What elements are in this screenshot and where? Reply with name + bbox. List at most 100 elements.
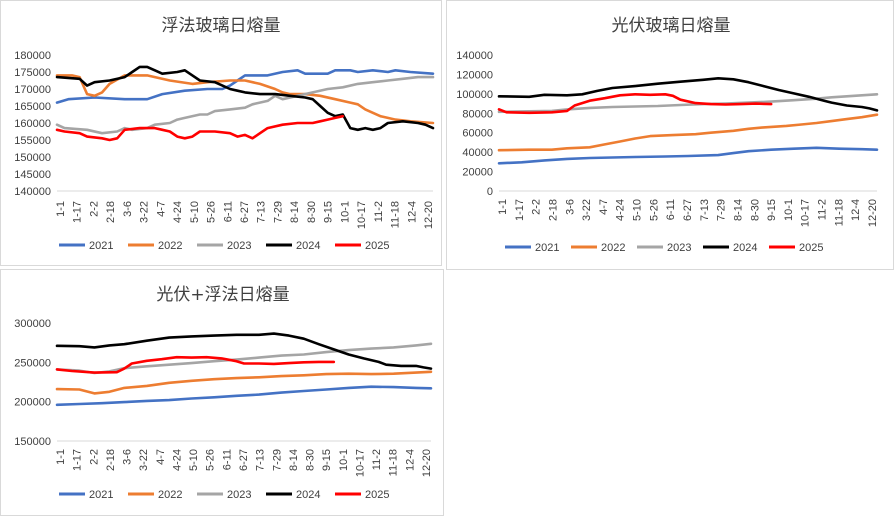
series-line-2021 (55, 69, 435, 104)
x-tick-label: 3-22 (138, 449, 150, 471)
x-tick-label: 10-1 (339, 201, 351, 223)
x-tick-label: 1-17 (514, 199, 526, 221)
x-tick-label: 11-2 (373, 201, 385, 222)
x-tick-label: 6-11 (222, 201, 234, 222)
legend-label-2023: 2023 (227, 489, 251, 501)
x-tick-label: 1-17 (72, 201, 84, 223)
x-tick-label: 10-1 (783, 199, 795, 221)
x-tick-label: 11-2 (371, 449, 383, 470)
x-tick-label: 2-2 (88, 201, 100, 217)
legend-label-2025: 2025 (799, 242, 823, 254)
series-line-2024 (55, 332, 433, 370)
x-tick-label: 12-20 (867, 199, 879, 227)
float-glass-chart-panel: 浮法玻璃日熔量 180000 175000 170000 165000 160000 155… (0, 0, 442, 266)
legend-label-2023: 2023 (667, 242, 691, 254)
x-tick-label: 5-10 (632, 199, 644, 221)
legend-label-2024: 2024 (296, 489, 320, 501)
x-tick-label: 7-13 (255, 449, 267, 471)
x-tick-label: 9-15 (321, 449, 333, 471)
x-tick-label: 4-24 (172, 201, 184, 223)
x-tick-label: 5-26 (206, 201, 218, 223)
x-tick-label: 5-10 (188, 449, 200, 471)
pv-plus-float-chart-panel: 光伏+浮法日熔量 300000 250000 200000 150000 1-1 1-17 2… (0, 269, 444, 516)
x-tick-label: 6-27 (682, 199, 694, 221)
x-tick-label: 10-1 (338, 449, 350, 471)
x-tick-label: 1-1 (497, 199, 509, 215)
y-tick-label: 100000 (456, 89, 493, 101)
x-tick-label: 11-2 (817, 199, 829, 220)
y-tick-label: 250000 (14, 357, 51, 369)
x-tick-label: 12-4 (406, 201, 418, 223)
series-line-2021 (497, 146, 879, 165)
series-line-2024 (55, 65, 435, 132)
series-line-2025 (55, 355, 336, 374)
x-tick-label: 4-24 (171, 449, 183, 471)
series-line-2023 (55, 75, 435, 135)
x-tick-label: 1-17 (72, 449, 84, 471)
x-tick-label: 7-29 (271, 449, 283, 471)
legend-label-2021: 2021 (89, 240, 113, 252)
x-tick-label: 12-4 (404, 449, 416, 471)
x-tick-label: 8-30 (306, 201, 318, 223)
x-tick-label: 8-14 (732, 199, 744, 221)
x-tick-label: 4-7 (155, 449, 167, 465)
chart-title: 浮法玻璃日熔量 (162, 16, 281, 36)
series-line-2021 (55, 385, 433, 407)
pv-glass-chart-panel: 光伏玻璃日熔量 140000 120000 100000 80000 60000 40000… (446, 0, 894, 270)
y-tick-label: 155000 (14, 135, 51, 147)
y-tick-label: 0 (487, 186, 493, 198)
x-tick-label: 11-18 (388, 449, 400, 476)
legend-label-2022: 2022 (601, 242, 625, 254)
x-tick-label: 1-1 (55, 449, 67, 465)
x-tick-label: 3-22 (581, 199, 593, 221)
x-tick-label: 4-24 (615, 199, 627, 221)
x-tick-label: 12-20 (423, 201, 435, 229)
chart-title: 光伏玻璃日熔量 (612, 16, 731, 36)
x-tick-label: 5-10 (189, 201, 201, 223)
y-tick-label: 120000 (456, 69, 493, 81)
y-tick-label: 150000 (14, 436, 51, 448)
x-tick-label: 3-6 (122, 449, 134, 465)
x-tick-label: 11-18 (833, 199, 845, 226)
pv-glass-chart: 光伏玻璃日熔量 140000 120000 100000 80000 60000 40000… (456, 16, 879, 254)
series-line-2022 (55, 370, 433, 395)
legend-label-2024: 2024 (296, 240, 320, 252)
x-tick-label: 10-17 (356, 201, 368, 229)
y-tick-label: 175000 (14, 67, 51, 79)
legend-label-2025: 2025 (365, 240, 389, 252)
x-tick-label: 2-2 (531, 199, 543, 215)
chart-title: 光伏+浮法日熔量 (156, 285, 289, 305)
x-tick-label: 9-15 (766, 199, 778, 221)
legend-label-2024: 2024 (733, 242, 757, 254)
y-tick-label: 170000 (14, 84, 51, 96)
y-tick-label: 145000 (14, 169, 51, 181)
x-tick-label: 2-18 (105, 201, 117, 223)
x-tick-label: 3-22 (139, 201, 151, 223)
x-tick-label: 5-26 (648, 199, 660, 221)
x-tick-label: 2-18 (105, 449, 117, 471)
x-tick-label: 3-6 (122, 201, 134, 217)
y-tick-label: 165000 (14, 101, 51, 113)
y-tick-label: 20000 (462, 167, 493, 179)
x-tick-label: 3-6 (564, 199, 576, 215)
x-tick-label: 4-7 (155, 201, 167, 217)
x-tick-label: 8-14 (288, 449, 300, 471)
y-tick-label: 200000 (14, 397, 51, 409)
x-tick-label: 9-15 (323, 201, 335, 223)
series-line-2023 (55, 342, 433, 375)
series-line-2024 (497, 77, 879, 112)
y-tick-label: 180000 (14, 50, 51, 62)
x-tick-label: 2-2 (88, 449, 100, 465)
x-tick-label: 6-11 (221, 449, 233, 470)
legend-label-2023: 2023 (227, 240, 251, 252)
x-tick-label: 6-27 (239, 201, 251, 223)
x-tick-label: 6-27 (238, 449, 250, 471)
x-tick-label: 12-20 (421, 449, 433, 477)
legend-label-2022: 2022 (158, 489, 182, 501)
y-tick-label: 40000 (462, 147, 493, 159)
x-tick-label: 6-11 (665, 199, 677, 220)
y-tick-label: 80000 (462, 108, 493, 120)
pv-plus-float-chart: 光伏+浮法日熔量 300000 250000 200000 150000 1-1 1-17 2… (14, 285, 433, 501)
x-tick-label: 7-13 (699, 199, 711, 221)
x-tick-label: 7-13 (256, 201, 268, 223)
